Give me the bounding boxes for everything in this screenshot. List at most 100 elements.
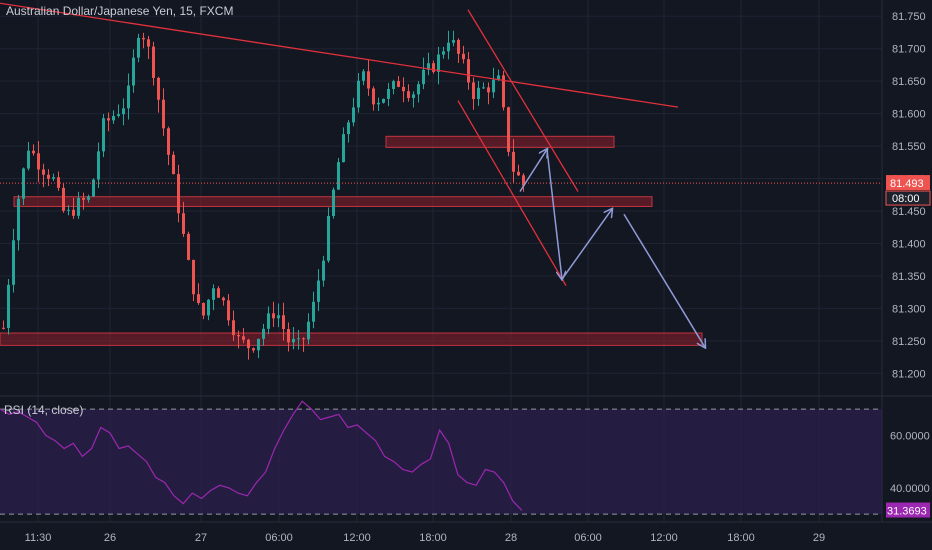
time-axis[interactable]: 11:30 26 27 06:00 12:00 18:00 28 06:00 12:00 18:0… <box>25 532 825 544</box>
candle-body-85 <box>427 63 430 70</box>
candle-body-74 <box>372 88 375 105</box>
time-tick-10: 29 <box>813 532 825 544</box>
candle-body-92 <box>462 53 465 60</box>
candle-body-40 <box>202 302 205 316</box>
candle-body-99 <box>497 75 500 80</box>
candle-body-57 <box>287 329 290 343</box>
candle-body-59 <box>297 338 300 340</box>
zone-2 <box>0 332 703 346</box>
candle-body-56 <box>282 315 285 330</box>
trendlines <box>0 2 882 286</box>
candle-body-29 <box>147 39 150 47</box>
grid-lines <box>0 0 932 523</box>
candle-body-80 <box>402 86 405 92</box>
candle-body-88 <box>442 51 445 55</box>
candle-body-34 <box>172 154 175 175</box>
candle-body-82 <box>412 94 415 99</box>
zone-0 <box>385 135 615 148</box>
candle-body-54 <box>272 313 275 319</box>
candle-body-8 <box>42 169 45 175</box>
candle-body-12 <box>62 187 65 211</box>
candle-body-89 <box>447 42 450 52</box>
candle-body-84 <box>422 69 425 85</box>
candle-body-27 <box>137 37 140 58</box>
candle-body-6 <box>32 150 35 154</box>
candle-body-36 <box>182 213 185 234</box>
candle-body-18 <box>92 179 95 197</box>
candle-body-81 <box>407 91 410 99</box>
price-tick-7: 81.400 <box>892 238 926 250</box>
candle-body-2 <box>12 240 15 285</box>
time-tick-6: 28 <box>505 532 517 544</box>
rsi-tick-1: 40.0000 <box>890 483 930 495</box>
candle-body-32 <box>162 99 165 129</box>
candle-body-53 <box>267 313 270 329</box>
candle-body-96 <box>482 87 485 89</box>
price-axis[interactable]: 81.75081.70081.65081.60081.55081.50081.4… <box>885 11 931 518</box>
candle-body-17 <box>87 196 90 200</box>
last-price-label: 81.493 <box>890 178 924 190</box>
candle-body-4 <box>22 168 25 199</box>
candle-body-87 <box>437 54 440 72</box>
candle-body-26 <box>132 57 135 86</box>
price-tick-2: 81.650 <box>892 76 926 88</box>
candle-body-66 <box>332 189 335 217</box>
time-tick-4: 12:00 <box>343 532 371 544</box>
candle-body-98 <box>492 79 495 93</box>
price-tick-8: 81.350 <box>892 271 926 283</box>
candle-body-79 <box>397 81 400 87</box>
candle-body-47 <box>237 335 240 337</box>
candle-body-46 <box>232 320 235 336</box>
time-tick-7: 06:00 <box>574 532 602 544</box>
candle-body-77 <box>387 88 390 99</box>
price-tick-9: 81.300 <box>892 303 926 315</box>
time-tick-1: 26 <box>104 532 116 544</box>
price-tick-1: 81.700 <box>892 44 926 56</box>
candle-body-73 <box>367 71 370 89</box>
projection-arrows <box>519 149 705 347</box>
candle-body-61 <box>307 321 310 340</box>
candle-body-91 <box>457 39 460 54</box>
price-tick-10: 81.250 <box>892 336 926 348</box>
countdown-badge <box>885 190 931 206</box>
candle-body-0 <box>2 327 5 329</box>
candle-body-21 <box>107 118 110 121</box>
candle-body-64 <box>322 260 325 281</box>
candle-body-103 <box>517 171 520 176</box>
candle-body-15 <box>77 197 80 216</box>
time-tick-2: 27 <box>195 532 207 544</box>
candle-body-45 <box>227 300 230 321</box>
rsi-label: RSI (14, close) <box>4 403 84 417</box>
time-tick-0: 11:30 <box>25 532 52 544</box>
candle-body-44 <box>222 297 225 301</box>
candle-body-95 <box>477 87 480 99</box>
rsi-line <box>0 400 523 511</box>
candle-body-49 <box>247 339 250 349</box>
projection-arrow-1 <box>546 149 562 279</box>
candle-body-62 <box>312 301 315 322</box>
projection-arrow-2 <box>561 209 612 280</box>
candle-body-97 <box>487 87 490 93</box>
candle-body-25 <box>127 85 130 109</box>
candle-body-39 <box>197 294 200 303</box>
price-tick-11: 81.200 <box>892 368 926 380</box>
rsi-band <box>0 409 882 515</box>
candle-body-51 <box>257 338 260 351</box>
candle-body-22 <box>112 115 115 121</box>
price-tick-0: 81.750 <box>892 11 926 23</box>
candle-body-13 <box>67 209 70 211</box>
candle-body-102 <box>512 151 515 172</box>
price-tick-6: 81.450 <box>892 206 926 218</box>
candle-body-3 <box>17 198 20 241</box>
candle-body-65 <box>327 216 330 261</box>
candle-body-14 <box>72 209 75 216</box>
candle-body-78 <box>392 81 395 89</box>
candle-body-68 <box>342 134 345 163</box>
candle-body-19 <box>97 151 100 180</box>
projection-arrow-3 <box>623 213 705 347</box>
candle-body-104 <box>522 175 525 186</box>
candle-body-7 <box>37 153 40 170</box>
candle-body-76 <box>382 98 385 103</box>
resistance-trendline <box>0 2 679 108</box>
